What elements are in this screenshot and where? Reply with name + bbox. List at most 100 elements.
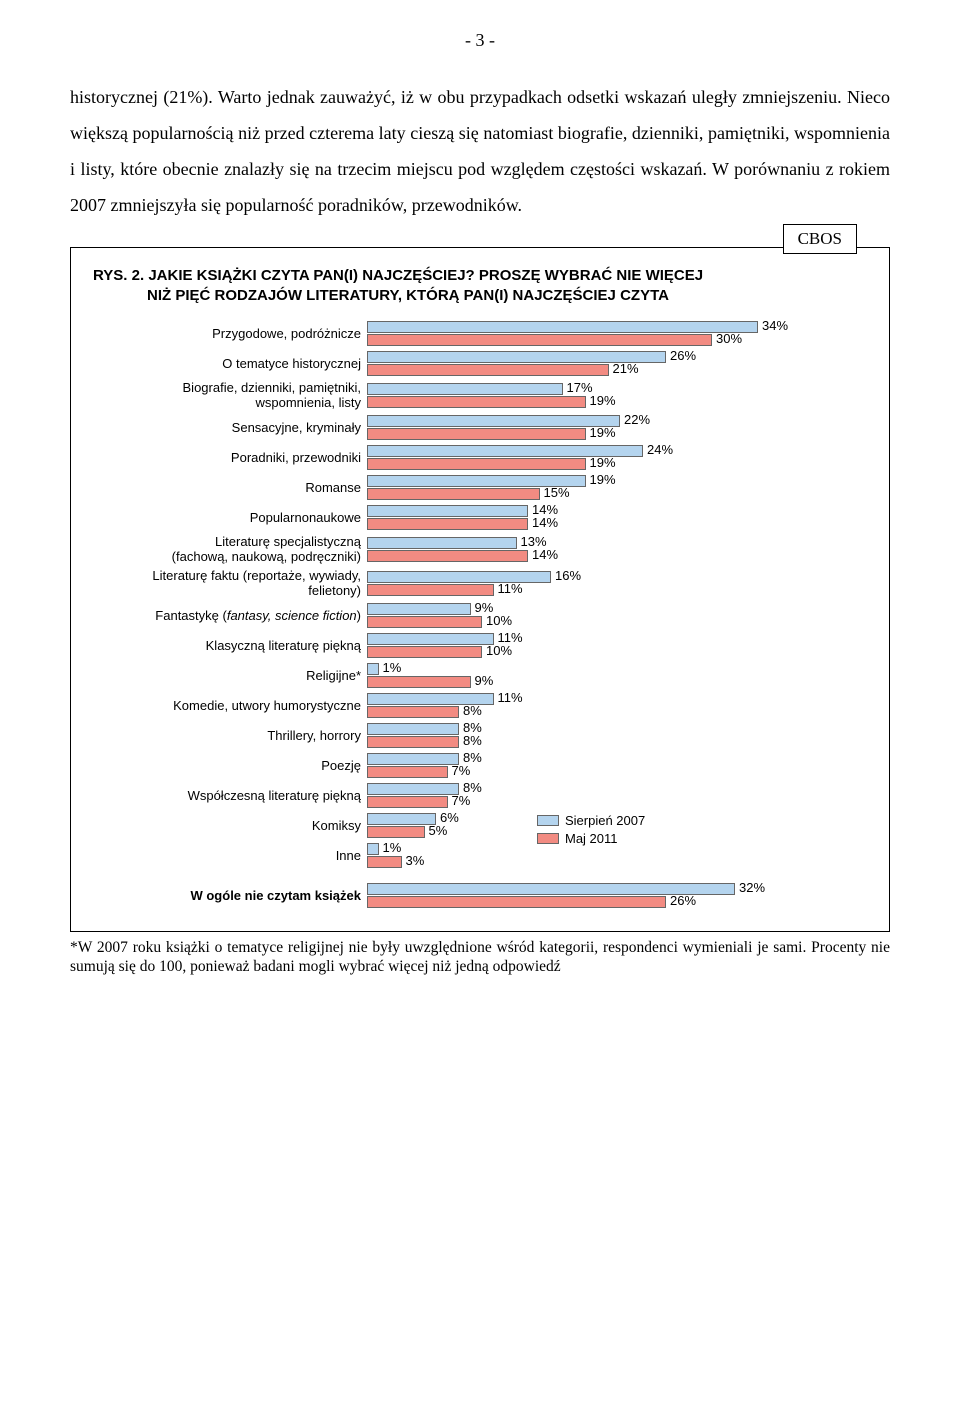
chart-category-label: Fantastykę (fantasy, science fiction) (93, 601, 361, 631)
chart-bar-pair: 8%7% (367, 751, 867, 781)
bar-2011 (367, 364, 609, 376)
bar-2007 (367, 723, 459, 735)
bar-value-2011: 30% (716, 333, 742, 345)
bar-2011 (367, 458, 586, 470)
legend-swatch (537, 815, 559, 826)
bar-value-2011: 7% (452, 795, 471, 807)
bar-value-2011: 19% (590, 457, 616, 469)
bar-value-2011: 19% (590, 395, 616, 407)
bar-value-2007: 17% (567, 382, 593, 394)
bar-value-2011: 9% (475, 675, 494, 687)
chart-category-label: Komiksy (93, 811, 361, 841)
bar-2011 (367, 896, 666, 908)
bar-2011 (367, 616, 482, 628)
chart-category-label: Poezję (93, 751, 361, 781)
chart-category-label: Thrillery, horrory (93, 721, 361, 751)
bar-value-2011: 8% (463, 735, 482, 747)
bar-value-2007: 16% (555, 570, 581, 582)
legend-item-2007: Sierpień 2007 (537, 813, 645, 828)
figure-title: RYS. 2. JAKIE KSIĄŻKI CZYTA PAN(I) NAJCZ… (93, 266, 867, 305)
chart-bar-pair: 17%19% (367, 379, 867, 413)
bar-2011 (367, 646, 482, 658)
chart-labels-column: Przygodowe, podróżniczeO tematyce histor… (93, 319, 361, 911)
bar-2011 (367, 396, 586, 408)
figure-box: CBOS RYS. 2. JAKIE KSIĄŻKI CZYTA PAN(I) … (70, 247, 890, 932)
chart-category-label: Biografie, dzienniki, pamiętniki,wspomni… (93, 379, 361, 413)
chart-bar-pair: 26% 21% (367, 349, 867, 379)
bar-value-2007: 24% (647, 444, 673, 456)
bar-value-2011: 10% (486, 615, 512, 627)
bar-2007 (367, 321, 758, 333)
bar-value-2011: 15% (544, 487, 570, 499)
bar-2007 (367, 383, 563, 395)
chart-category-label: Religijne* (93, 661, 361, 691)
chart-bar-pair: 22% 19% (367, 413, 867, 443)
chart-bar-pair: 11%10% (367, 631, 867, 661)
legend-label: Maj 2011 (565, 831, 618, 846)
bar-value-2011: 10% (486, 645, 512, 657)
bar-2011 (367, 766, 448, 778)
bar-2007 (367, 415, 620, 427)
bar-value-2011: 26% (670, 895, 696, 907)
bar-2007 (367, 537, 517, 549)
bar-value-2011: 14% (532, 549, 558, 561)
bar-2007 (367, 843, 379, 855)
bar-value-2007: 11% (498, 692, 523, 704)
bar-2011 (367, 736, 459, 748)
bar-2011 (367, 428, 586, 440)
chart-category-label: Literaturę specjalistyczną(fachową, nauk… (93, 533, 361, 567)
legend-item-2011: Maj 2011 (537, 831, 645, 846)
chart-category-label: Klasyczną literaturę piękną (93, 631, 361, 661)
bar-2011 (367, 584, 494, 596)
bar-value-2011: 3% (406, 855, 425, 867)
chart-category-label: Komedie, utwory humorystyczne (93, 691, 361, 721)
chart-bars-column: 34%30%26%21%17%19%22%19%24%19%19%15%14%1… (367, 319, 867, 911)
chart-category-label: Przygodowe, podróżnicze (93, 319, 361, 349)
chart-bar-pair: 13%14% (367, 533, 867, 567)
bar-2011 (367, 518, 528, 530)
bar-value-2007: 19% (590, 474, 616, 486)
bar-value-2011: 19% (590, 427, 616, 439)
bar-value-2007: 1% (383, 842, 402, 854)
bar-value-2011: 11% (498, 583, 523, 595)
chart-bar-pair: 9%10% (367, 601, 867, 631)
bar-2011 (367, 706, 459, 718)
chart-bar-pair: 16% 11% (367, 567, 867, 601)
chart-category-label: Popularnonaukowe (93, 503, 361, 533)
chart-bar-pair: 11% 8% (367, 691, 867, 721)
figure-title-line1: JAKIE KSIĄŻKI CZYTA PAN(I) NAJCZĘŚCIEJ? … (148, 267, 703, 284)
bar-2011 (367, 676, 471, 688)
bar-2011 (367, 796, 448, 808)
chart-bar-pair: 8%8% (367, 721, 867, 751)
figure-title-lead: RYS. 2. (93, 267, 148, 284)
chart-legend: Sierpień 2007 Maj 2011 (537, 813, 645, 849)
bar-value-2007: 34% (762, 320, 788, 332)
bar-value-2011: 21% (613, 363, 639, 375)
bar-2007 (367, 505, 528, 517)
bar-value-2007: 26% (670, 350, 696, 362)
bar-2011 (367, 334, 712, 346)
legend-label: Sierpień 2007 (565, 813, 645, 828)
bar-2007 (367, 633, 494, 645)
bar-2007 (367, 571, 551, 583)
bar-2011 (367, 826, 425, 838)
chart-category-label: Poradniki, przewodniki (93, 443, 361, 473)
bar-2007 (367, 783, 459, 795)
chart-bar-pair: 19% 15% (367, 473, 867, 503)
bar-value-2007: 22% (624, 414, 650, 426)
bar-2011 (367, 488, 540, 500)
chart-bar-pair: 8%7% (367, 781, 867, 811)
bar-2011 (367, 550, 528, 562)
chart-category-label: O tematyce historycznej (93, 349, 361, 379)
bar-chart: Przygodowe, podróżniczeO tematyce histor… (93, 319, 867, 911)
chart-category-label: Inne (93, 841, 361, 871)
chart-category-label: Sensacyjne, kryminały (93, 413, 361, 443)
bar-2011 (367, 856, 402, 868)
chart-category-label: Literaturę faktu (reportaże, wywiady,fel… (93, 567, 361, 601)
bar-2007 (367, 813, 436, 825)
chart-category-label: W ogóle nie czytam książek (93, 881, 361, 911)
chart-category-label: Współczesną literaturę piękną (93, 781, 361, 811)
chart-bar-pair: 24% 19% (367, 443, 867, 473)
bar-value-2011: 8% (463, 705, 482, 717)
legend-swatch (537, 833, 559, 844)
